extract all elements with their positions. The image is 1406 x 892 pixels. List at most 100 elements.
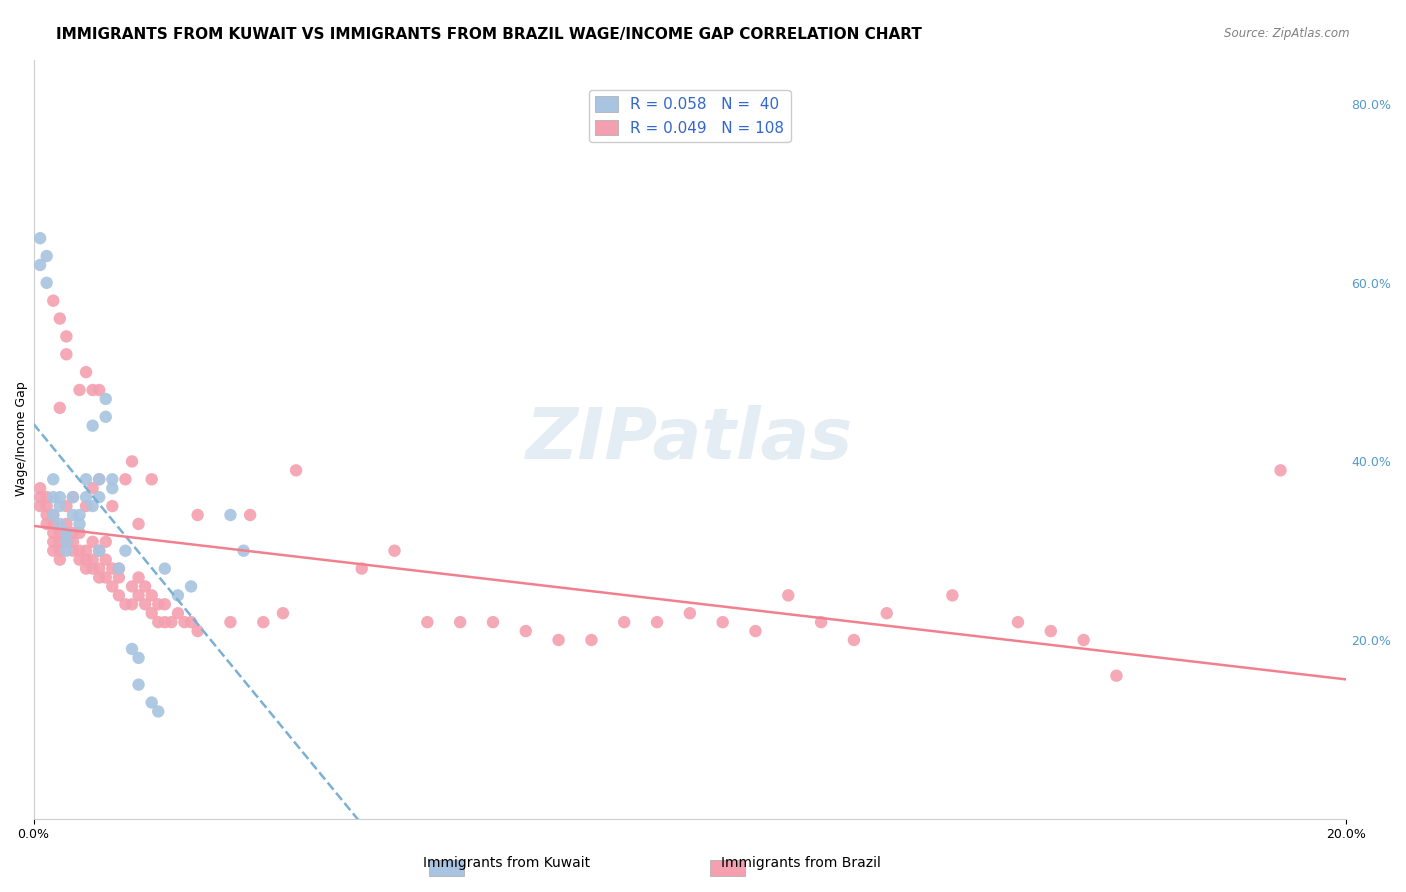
Point [173,615,195,629]
Point [49,311,72,326]
Legend: R = 0.058   N =  40, R = 0.049   N = 108: R = 0.058 N = 40, R = 0.049 N = 108 [589,90,790,142]
Point [35,516,58,531]
Point [219,508,242,522]
Point [89,472,111,486]
Point [69,383,91,397]
Point [121,579,143,593]
Point [62,534,84,549]
Point [141,696,163,710]
Point [49,401,72,415]
Point [94,409,117,424]
Point [82,561,104,575]
Point [30,231,52,245]
Point [744,624,766,638]
Point [62,490,84,504]
Point [42,516,65,531]
Point [89,561,111,575]
Point [134,597,156,611]
Point [416,615,439,629]
Point [128,516,150,531]
Point [148,597,170,611]
Point [101,499,124,513]
Point [1039,624,1062,638]
Point [842,633,865,648]
Point [141,606,163,620]
Point [89,472,111,486]
Point [121,454,143,468]
Point [49,543,72,558]
Point [82,418,104,433]
Point [778,588,800,602]
Point [55,347,77,361]
Point [62,490,84,504]
Point [384,543,406,558]
Point [1073,633,1095,648]
Point [141,588,163,602]
Point [876,606,898,620]
Point [1105,669,1128,683]
Point [35,499,58,513]
Point [1007,615,1029,629]
Point [167,606,190,620]
Point [49,552,72,566]
Point [160,615,183,629]
Point [239,508,262,522]
Point [49,499,72,513]
Point [35,276,58,290]
Point [62,525,84,540]
Point [180,579,202,593]
Point [89,490,111,504]
Point [547,633,569,648]
Y-axis label: Wage/Income Gap: Wage/Income Gap [15,382,28,497]
Point [35,508,58,522]
Point [101,481,124,495]
Point [128,588,150,602]
Point [55,516,77,531]
Point [69,552,91,566]
Point [187,508,209,522]
Point [82,499,104,513]
Point [94,570,117,584]
Point [128,678,150,692]
Point [121,642,143,657]
Point [55,543,77,558]
Point [94,552,117,566]
Point [645,615,668,629]
Point [167,588,190,602]
Point [108,561,131,575]
Point [350,561,373,575]
Point [55,499,77,513]
Text: IMMIGRANTS FROM KUWAIT VS IMMIGRANTS FROM BRAZIL WAGE/INCOME GAP CORRELATION CHA: IMMIGRANTS FROM KUWAIT VS IMMIGRANTS FRO… [56,27,922,42]
Point [101,561,124,575]
Point [108,588,131,602]
Point [679,606,702,620]
Point [30,490,52,504]
Point [42,534,65,549]
Point [42,293,65,308]
Point [62,543,84,558]
Point [128,651,150,665]
Point [49,525,72,540]
Text: Immigrants from Kuwait: Immigrants from Kuwait [423,855,589,870]
Point [82,383,104,397]
Point [30,499,52,513]
Point [69,525,91,540]
Point [75,561,97,575]
Point [581,633,603,648]
Point [187,624,209,638]
Point [42,508,65,522]
Point [69,543,91,558]
Point [128,570,150,584]
Point [55,534,77,549]
Point [75,490,97,504]
Point [114,597,136,611]
Text: Source: ZipAtlas.com: Source: ZipAtlas.com [1225,27,1350,40]
Point [114,543,136,558]
Point [148,705,170,719]
Point [153,561,176,575]
Point [101,579,124,593]
Point [42,490,65,504]
Point [69,516,91,531]
Point [75,472,97,486]
Point [89,570,111,584]
